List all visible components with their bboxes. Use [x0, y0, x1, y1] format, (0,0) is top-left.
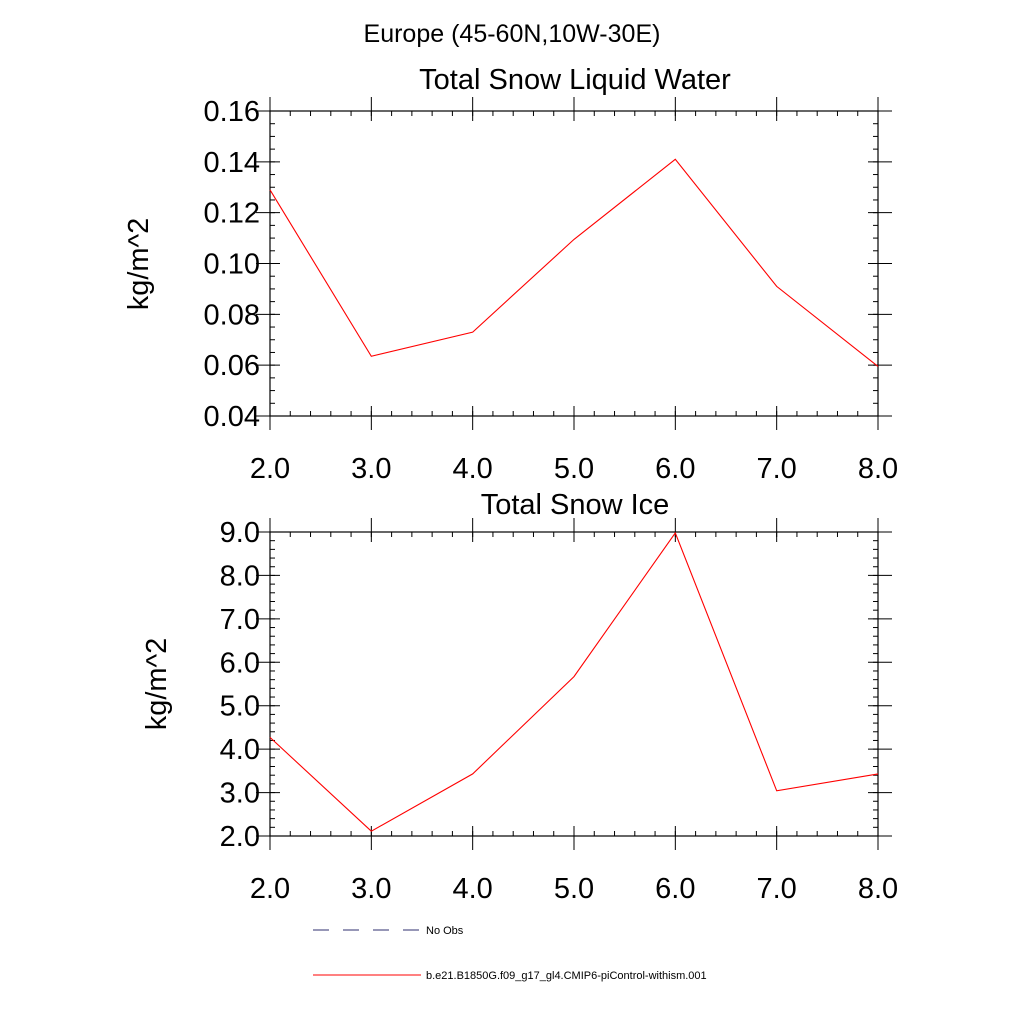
- x-tick-label: 4.0: [453, 873, 493, 905]
- y-tick-label: 4.0: [220, 734, 260, 766]
- y-tick-label: 0.08: [204, 299, 260, 331]
- x-tick-label: 5.0: [554, 453, 594, 485]
- x-tick-label: 2.0: [250, 453, 290, 485]
- y-tick-label: 0.10: [204, 249, 260, 281]
- panel-snow-ice: Total Snow Ice kg/m^2 2.0 3.0 4.0 5.0 6.…: [141, 489, 898, 905]
- y-tick-label: 2.0: [220, 821, 260, 853]
- y-tick-labels: 0.04 0.06 0.08 0.10 0.12 0.14 0.16: [204, 96, 260, 433]
- y-axis-label: kg/m^2: [141, 638, 173, 731]
- x-tick-labels: 2.0 3.0 4.0 5.0 6.0 7.0 8.0: [250, 453, 898, 485]
- legend-label: b.e21.B1850G.f09_g17_gl4.CMIP6-piControl…: [426, 970, 707, 982]
- axis-ticks: [256, 97, 892, 430]
- x-tick-labels: 2.0 3.0 4.0 5.0 6.0 7.0 8.0: [250, 873, 898, 905]
- figure-suptitle: Europe (45-60N,10W-30E): [364, 20, 661, 48]
- plot-frame: [269, 110, 879, 417]
- y-tick-labels: 2.0 3.0 4.0 5.0 6.0 7.0 8.0 9.0: [220, 517, 260, 853]
- y-tick-label: 5.0: [220, 691, 260, 723]
- y-tick-label: 0.06: [204, 350, 260, 382]
- panel-snow-liquid-water: Total Snow Liquid Water kg/m^2 0.04 0.06…: [123, 64, 898, 485]
- panel-title: Total Snow Liquid Water: [419, 64, 731, 96]
- x-tick-label: 7.0: [757, 453, 797, 485]
- x-tick-label: 6.0: [655, 873, 695, 905]
- x-tick-label: 4.0: [453, 453, 493, 485]
- y-tick-label: 8.0: [220, 560, 260, 592]
- y-tick-label: 3.0: [220, 778, 260, 810]
- plot-frame: [269, 531, 879, 837]
- x-tick-label: 5.0: [554, 873, 594, 905]
- series-line: [269, 158, 879, 367]
- x-tick-label: 8.0: [858, 453, 898, 485]
- legend-item-model: b.e21.B1850G.f09_g17_gl4.CMIP6-piControl…: [313, 970, 707, 982]
- y-tick-label: 0.16: [204, 96, 260, 128]
- legend-item-no-obs: No Obs: [313, 925, 464, 937]
- y-tick-label: 9.0: [220, 517, 260, 549]
- legend-label: No Obs: [426, 925, 464, 937]
- y-tick-label: 0.12: [204, 198, 260, 230]
- x-tick-label: 3.0: [351, 453, 391, 485]
- y-tick-label: 0.04: [204, 401, 260, 433]
- x-tick-label: 8.0: [858, 873, 898, 905]
- y-axis-label: kg/m^2: [123, 218, 155, 311]
- axis-ticks: [256, 518, 892, 850]
- y-tick-label: 0.14: [204, 147, 260, 179]
- y-tick-label: 6.0: [220, 647, 260, 679]
- y-tick-label: 7.0: [220, 604, 260, 636]
- x-tick-label: 3.0: [351, 873, 391, 905]
- x-tick-label: 2.0: [250, 873, 290, 905]
- series-line: [269, 531, 879, 832]
- panel-title: Total Snow Ice: [481, 489, 670, 521]
- x-tick-label: 7.0: [757, 873, 797, 905]
- x-tick-label: 6.0: [655, 453, 695, 485]
- legend: No Obs b.e21.B1850G.f09_g17_gl4.CMIP6-pi…: [313, 925, 707, 982]
